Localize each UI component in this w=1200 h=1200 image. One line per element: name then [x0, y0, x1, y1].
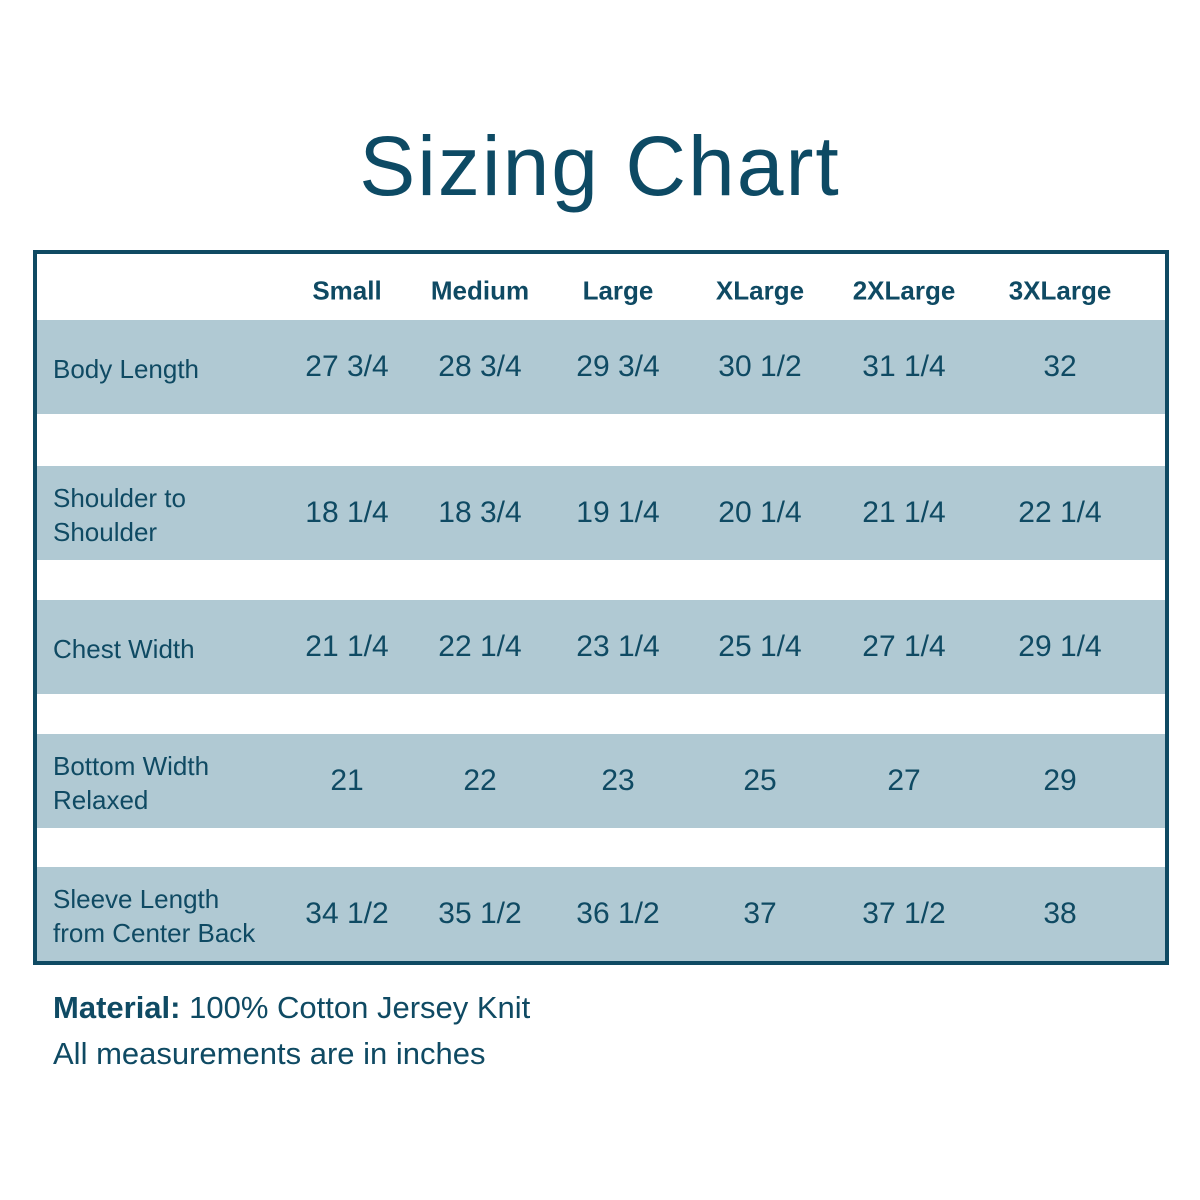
size-value: 29	[1043, 764, 1077, 797]
row-label-line: Body Length	[53, 354, 200, 384]
size-value: 21 1/4	[862, 496, 946, 529]
material: 100% Cotton Jersey Knit	[189, 990, 531, 1025]
column-header: XLarge	[715, 275, 805, 306]
title: Sizing Chart	[359, 119, 841, 213]
size-value: 19 1/4	[576, 496, 660, 529]
row-label-line: Bottom Width	[53, 751, 210, 781]
size-value: 29 1/4	[1018, 630, 1102, 663]
column-header: Large	[582, 275, 654, 306]
size-value: 28 3/4	[438, 350, 522, 383]
row-label: Bottom Width Relaxed	[53, 749, 209, 817]
row-label-line: from Center Back	[53, 918, 256, 948]
size-value: 31 1/4	[862, 350, 946, 383]
size-value: 30 1/2	[718, 350, 802, 383]
column-header: 3XLarge	[1008, 275, 1112, 306]
size-value: 25	[743, 764, 777, 797]
size-value: 27	[887, 764, 921, 797]
size-value: 36 1/2	[576, 897, 660, 930]
size-value: 38	[1043, 897, 1077, 930]
material-line: Material: 100% Cotton Jersey Knit	[53, 985, 530, 1031]
row-label-line: Shoulder	[53, 517, 158, 547]
column-header: Small	[312, 275, 382, 306]
row-label-line: Sleeve Length	[53, 884, 220, 914]
size-value: 29 3/4	[576, 350, 660, 383]
column-header: 2XLarge	[852, 275, 956, 306]
row-band	[37, 600, 1165, 694]
size-value: 18 3/4	[438, 496, 522, 529]
size-value: 22 1/4	[1018, 496, 1102, 529]
note: All measurements are in inches	[53, 1036, 486, 1071]
row-label-line: Chest Width	[53, 634, 195, 664]
size-value: 23 1/4	[576, 630, 660, 663]
size-value: 35 1/2	[438, 897, 522, 930]
row-label: Body Length	[53, 352, 199, 386]
row-band	[37, 867, 1165, 961]
size-value: 25 1/4	[718, 630, 802, 663]
material-label: Material:	[53, 990, 181, 1025]
size-value: 22	[463, 764, 497, 797]
size-value: 18 1/4	[305, 496, 389, 529]
size-value: 22 1/4	[438, 630, 522, 663]
size-table: Small Medium Large XLarge 2XLarge 3XLarge Body…	[33, 250, 1169, 965]
row-label: Shoulder to Shoulder	[53, 481, 186, 549]
size-value: 20 1/4	[718, 496, 802, 529]
size-value: 23	[601, 764, 635, 797]
size-value: 21	[330, 764, 364, 797]
row-label-line: Relaxed	[53, 785, 149, 815]
column-header: Medium	[430, 275, 530, 306]
size-value: 37	[743, 897, 777, 930]
size-value: 32	[1043, 350, 1077, 383]
row-label: Chest Width	[53, 632, 195, 666]
row-label: Sleeve Length from Center Back	[53, 882, 255, 950]
size-value: 37 1/2	[862, 897, 946, 930]
size-value: 27 3/4	[305, 350, 389, 383]
row-band	[37, 320, 1165, 414]
row-band	[37, 466, 1165, 560]
size-value: 27 1/4	[862, 630, 946, 663]
row-band	[37, 734, 1165, 828]
footer: Material: 100% Cotton Jersey Knit All me…	[53, 985, 530, 1077]
row-label-line: Shoulder to	[53, 483, 186, 513]
size-value: 21 1/4	[305, 630, 389, 663]
size-value: 34 1/2	[305, 897, 389, 930]
